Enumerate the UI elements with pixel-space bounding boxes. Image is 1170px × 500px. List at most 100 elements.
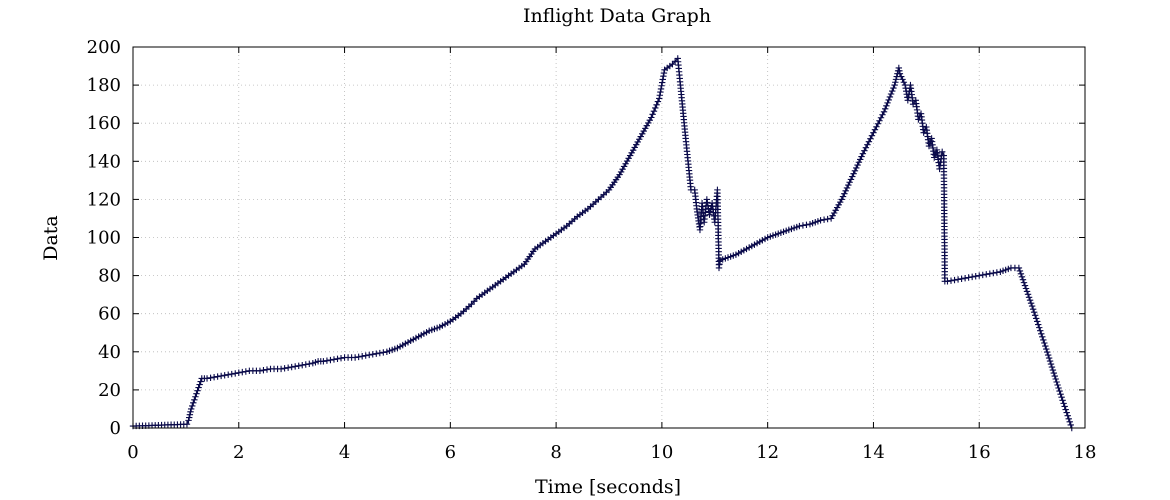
data-point [323,357,331,364]
data-point [1025,294,1033,301]
data-point [1066,418,1073,426]
data-point [885,96,892,104]
data-point [843,184,851,192]
data-point [1041,339,1048,347]
data-point [796,222,803,230]
data-point [892,76,900,83]
data-point [637,133,644,140]
data-point [986,270,993,277]
data-point [1017,270,1025,278]
data-point [225,371,232,378]
y-tick-label: 200 [87,37,121,58]
data-point [185,417,192,424]
y-tick-label: 180 [87,75,121,96]
x-tick-label: 12 [756,442,779,463]
data-point [832,207,839,214]
data-point [1055,384,1062,392]
data-point [841,190,848,197]
data-point [1057,390,1064,398]
data-point [706,211,713,218]
data-point [854,161,861,169]
data-point [628,149,635,157]
data-point [892,79,899,86]
data-point [642,125,649,132]
data-point [654,98,662,105]
data-point [1015,264,1023,272]
grid [133,47,1085,428]
data-point [1026,297,1034,304]
data-point [366,351,373,359]
data-point [187,405,195,413]
data-point [295,362,302,369]
data-point [886,93,894,101]
data-point [643,122,650,129]
data-point [1018,273,1026,280]
data-point [979,271,986,279]
data-point [1023,288,1031,295]
y-tick-label: 40 [98,342,121,363]
data-point [327,356,334,364]
data-point [868,132,876,139]
x-tick-label: 6 [445,442,456,463]
data-point [256,367,264,375]
data-point [865,138,873,145]
data-point [337,354,345,362]
data-point [277,365,285,373]
data-point [1053,378,1060,386]
data-point [896,70,904,77]
data-point [851,167,859,175]
data-point [284,364,292,371]
data-point [633,141,640,148]
x-tick-label: 18 [1074,442,1097,463]
data-point [855,159,863,166]
data-point [186,411,194,418]
data-point [376,349,384,357]
data-point [1042,342,1049,350]
data-point [1040,336,1047,344]
x-tick-label: 14 [862,442,885,463]
data-point [194,387,201,394]
data-point [1046,357,1054,365]
data-point [954,276,962,283]
data-point [649,111,656,118]
data-point [1049,366,1057,374]
data-point [859,150,867,157]
data-point [846,179,853,186]
data-point [192,393,199,400]
data-point [1020,279,1028,286]
data-point [291,363,299,370]
data-point [900,79,908,86]
data-point [306,360,313,368]
data-point [193,390,200,397]
data-point [623,157,631,165]
data-point [839,193,847,200]
data-point [993,269,1001,276]
data-point [849,173,856,180]
series-layer [129,55,1075,432]
data-point [799,222,807,229]
data-point [1044,348,1051,356]
data-point [620,163,628,170]
data-point [838,196,845,203]
data-point [1034,318,1041,325]
data-point [884,99,891,107]
data-point [658,79,666,86]
data-point [658,82,665,89]
data-point [355,353,362,361]
data-point [1052,375,1059,383]
data-point [1019,276,1027,283]
data-point [827,215,835,222]
x-tick-label: 8 [550,442,561,463]
x-tick-label: 4 [339,442,350,463]
data-point [965,274,972,281]
data-point [961,274,969,282]
data-point [299,361,306,369]
y-tick-label: 60 [98,304,121,325]
data-point [870,129,877,136]
data-point [1036,324,1043,331]
data-point [380,349,387,356]
data-point [660,69,668,77]
data-point [842,187,849,195]
data-point [1039,333,1046,341]
data-point [1032,315,1040,322]
